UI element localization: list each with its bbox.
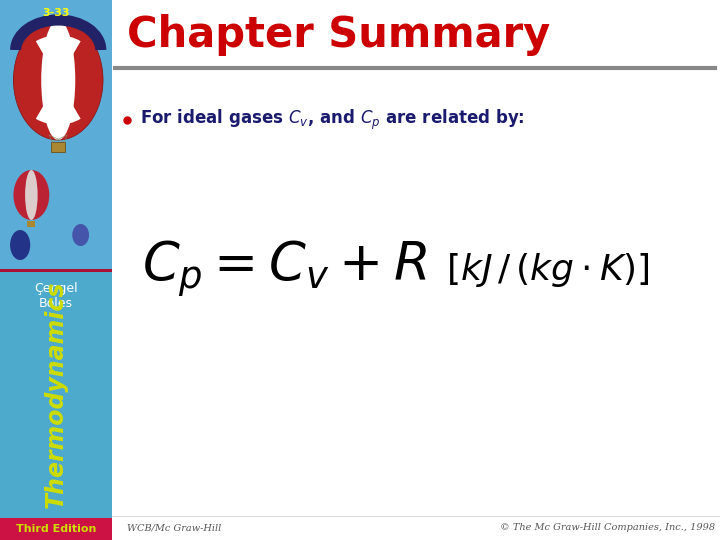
- Wedge shape: [14, 80, 58, 119]
- Bar: [51, 142, 66, 152]
- Wedge shape: [36, 80, 81, 125]
- Text: Third Edition: Third Edition: [16, 524, 96, 534]
- Text: $C_p = C_v + R$: $C_p = C_v + R$: [142, 240, 427, 300]
- Ellipse shape: [10, 230, 30, 260]
- Text: 3-33: 3-33: [42, 8, 70, 18]
- Wedge shape: [36, 80, 81, 125]
- Bar: [27, 221, 35, 227]
- Bar: [0, 269, 112, 272]
- Text: Boles: Boles: [39, 297, 73, 310]
- Wedge shape: [14, 41, 58, 80]
- Text: WCB/Mc Graw-Hill: WCB/Mc Graw-Hill: [127, 523, 221, 532]
- Bar: [0, 518, 112, 540]
- Ellipse shape: [25, 170, 37, 220]
- Text: © The Mc Graw-Hill Companies, Inc., 1998: © The Mc Graw-Hill Companies, Inc., 1998: [500, 523, 715, 532]
- Ellipse shape: [72, 224, 89, 246]
- Bar: [0, 270, 112, 540]
- Ellipse shape: [14, 170, 49, 220]
- Wedge shape: [36, 35, 81, 80]
- Text: For ideal gases $\mathit{C_v}$, and $\mathit{C_p}$ are related by:: For ideal gases $\mathit{C_v}$, and $\ma…: [140, 108, 525, 132]
- Text: Çengel: Çengel: [34, 282, 78, 295]
- Wedge shape: [58, 41, 103, 80]
- Wedge shape: [58, 80, 103, 119]
- Ellipse shape: [14, 20, 103, 140]
- Wedge shape: [36, 35, 81, 80]
- Bar: [0, 0, 112, 270]
- Text: $[kJ\,/\,(kg \cdot K)]$: $[kJ\,/\,(kg \cdot K)]$: [446, 251, 650, 289]
- Text: Thermodynamics: Thermodynamics: [44, 280, 68, 508]
- Ellipse shape: [41, 20, 76, 140]
- Text: Chapter Summary: Chapter Summary: [127, 14, 550, 56]
